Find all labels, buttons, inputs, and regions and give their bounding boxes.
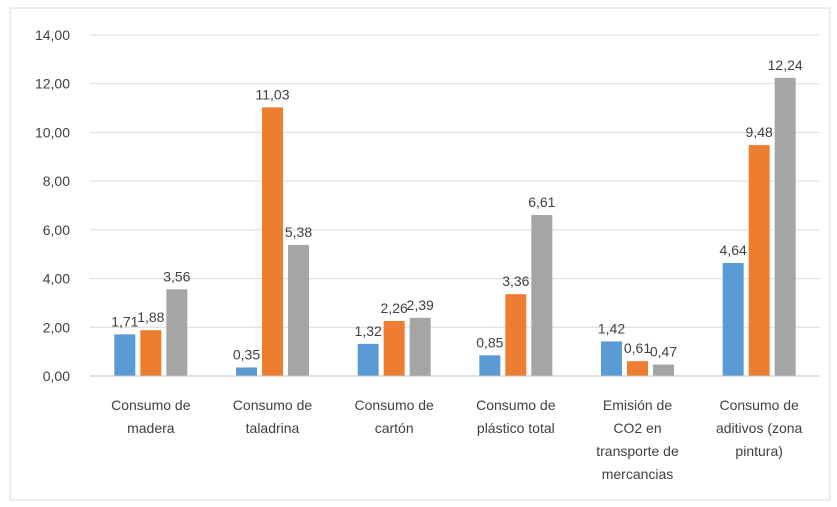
y-tick-label: 10,00 [35,124,70,140]
data-label: 1,88 [137,309,164,325]
bar [627,361,648,376]
data-label: 2,39 [407,297,434,313]
bar [140,330,162,376]
data-label: 3,56 [163,268,190,284]
bar [288,244,309,376]
x-tick-label: Consumo de plástico total [476,397,556,436]
bar [114,334,136,376]
data-label: 6,61 [528,194,555,210]
bar [166,289,188,376]
bar [383,320,405,376]
bar [357,343,379,376]
data-label: 2,26 [381,300,408,316]
data-label: 0,85 [476,334,503,350]
data-label: 0,47 [650,344,677,360]
data-label: 4,64 [720,242,747,258]
x-tick-label: Consumo de madera [111,397,191,436]
data-label: 0,35 [233,346,260,362]
bar [505,294,527,376]
bar [653,364,674,376]
bar [236,367,257,376]
bar [748,145,770,376]
x-tick-label: Emisión de CO2 en transporte de mercancias [596,397,679,482]
data-label: 11,03 [256,86,290,102]
data-label: 3,36 [502,273,529,289]
data-label: 1,42 [598,320,625,336]
chart-border [9,7,831,501]
data-label: 0,61 [624,340,651,356]
data-label: 1,32 [355,323,382,339]
bar [479,355,501,376]
x-tick-label: Consumo de taladrina [233,397,313,436]
bar [531,214,553,376]
y-tick-label: 2,00 [43,319,70,335]
bar [774,77,796,377]
y-tick-label: 0,00 [43,368,70,384]
data-label: 9,48 [746,124,773,140]
y-tick-label: 4,00 [43,271,70,287]
bar [262,107,283,377]
bar [409,317,431,376]
x-tick-label: Consumo de aditivos (zona pintura) [716,397,803,459]
y-tick-label: 14,00 [35,27,70,43]
y-tick-label: 8,00 [43,173,70,189]
bar [601,341,622,376]
y-tick-label: 12,00 [35,76,70,92]
y-tick-label: 6,00 [43,222,70,238]
bar [722,262,744,376]
data-label: 12,24 [768,57,803,73]
data-label: 5,38 [285,224,312,240]
x-tick-label: Consumo de cartón [354,397,434,436]
data-label: 1,71 [111,313,138,329]
